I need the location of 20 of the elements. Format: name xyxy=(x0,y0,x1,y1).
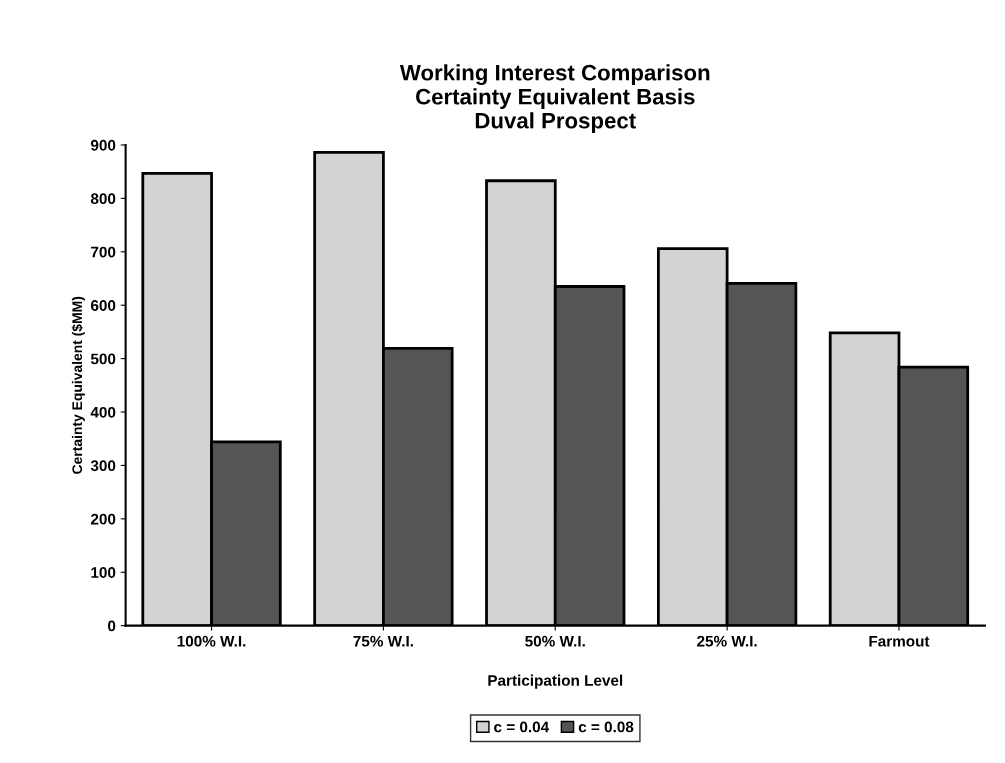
x-axis-title: Participation Level xyxy=(488,674,623,689)
y-tick-label: 400 xyxy=(90,406,116,418)
x-tick-label: 50% W.I. xyxy=(525,635,585,647)
x-tick-label: Farmout xyxy=(869,635,930,647)
x-tick-label: 25% W.I. xyxy=(697,635,757,647)
y-tick-label: 0 xyxy=(108,620,116,632)
y-tick-label: 600 xyxy=(90,300,116,311)
y-tick-label: 500 xyxy=(90,353,116,365)
y-tick-label: 900 xyxy=(90,139,116,151)
y-tick-label: 300 xyxy=(90,460,116,472)
y-tick-label: 100 xyxy=(91,567,116,578)
legend-label: c = 0.04 xyxy=(494,721,550,733)
x-tick-label: 75% W.I. xyxy=(353,635,413,647)
y-tick-label: 200 xyxy=(90,513,116,525)
legend-label: c = 0.08 xyxy=(578,721,634,733)
y-tick-label: 700 xyxy=(91,246,116,258)
y-tick-label: 800 xyxy=(90,193,116,205)
chart-title: Working Interest Comparison Certainty Equivalent Basis Duval Prospect xyxy=(399,64,710,133)
y-axis-title: Certainty Equivalent ($MM) xyxy=(71,296,85,474)
x-tick-label: 100% W.I. xyxy=(177,635,246,647)
